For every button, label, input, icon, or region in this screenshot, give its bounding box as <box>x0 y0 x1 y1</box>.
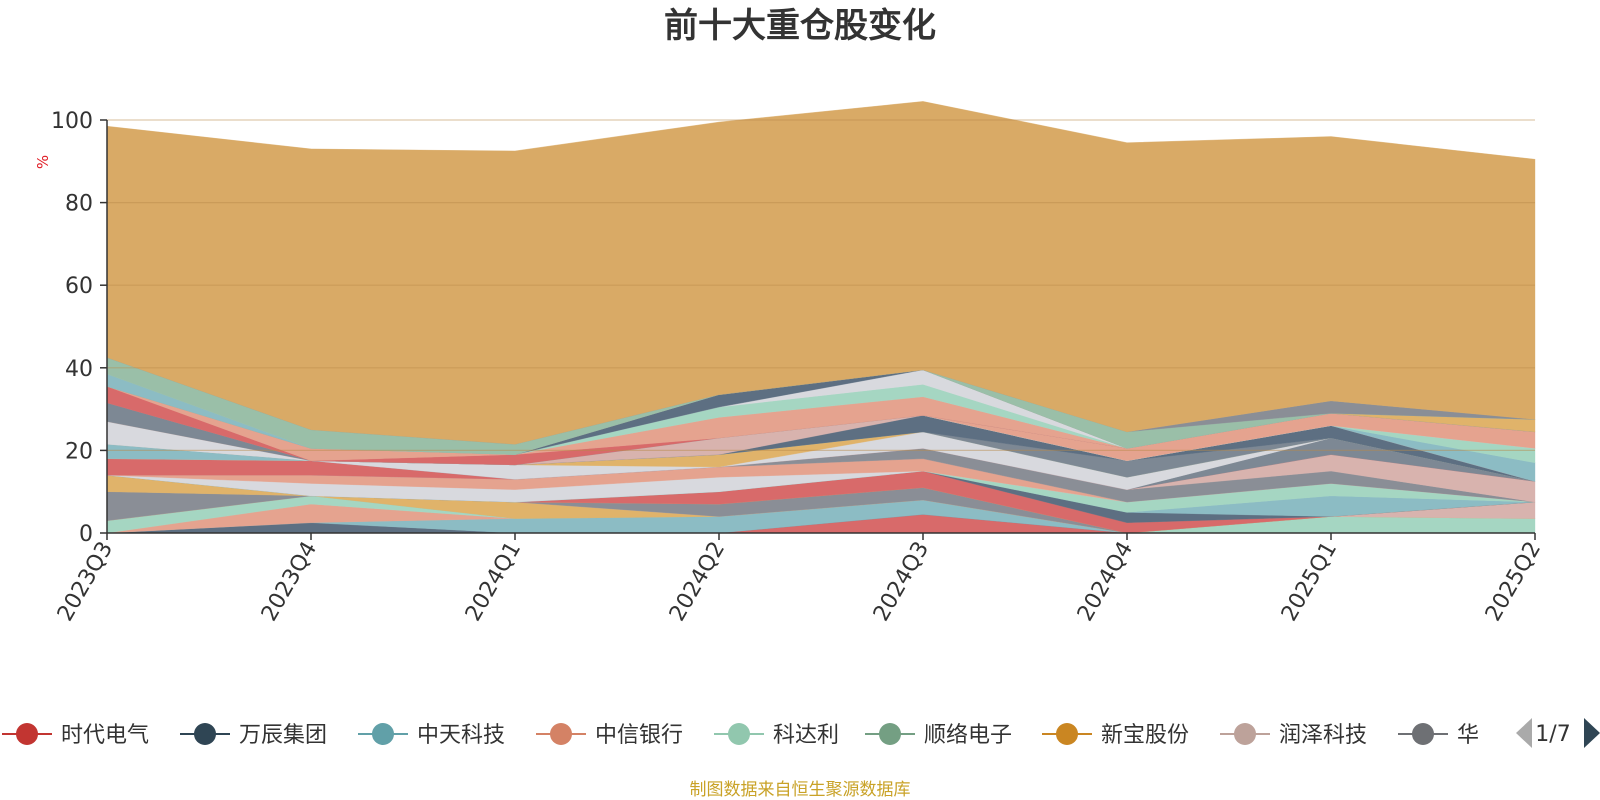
x-tick-label-4: 2024Q3 <box>869 538 934 626</box>
x-tick-label-0: 2023Q3 <box>53 538 118 626</box>
y-tick-label-80: 80 <box>65 192 93 217</box>
legend-label-0: 时代电气 <box>61 723 149 748</box>
legend-item-6[interactable]: 新宝股份 <box>1042 723 1189 748</box>
legend-marker-8 <box>1412 723 1434 745</box>
legend-item-4[interactable]: 科达利 <box>714 723 839 748</box>
legend-item-8[interactable]: 华 <box>1398 723 1479 748</box>
chart-title: 前十大重仓股变化 <box>664 6 936 46</box>
y-tick-label-0: 0 <box>79 522 93 547</box>
legend-item-0[interactable]: 时代电气 <box>2 723 149 748</box>
legend-marker-2 <box>372 723 394 745</box>
y-tick-label-20: 20 <box>65 439 93 464</box>
legend-label-5: 顺络电子 <box>924 723 1012 748</box>
grid-lines <box>107 119 1535 451</box>
legend-marker-0 <box>16 723 38 745</box>
legend-label-2: 中天科技 <box>417 723 505 748</box>
x-tick-label-6: 2025Q1 <box>1277 538 1342 626</box>
legend-prev-arrow-icon[interactable] <box>1516 718 1532 748</box>
x-tick-label-2: 2024Q1 <box>461 538 526 626</box>
legend-page-indicator: 1/7 <box>1535 722 1570 747</box>
y-tick-label-40: 40 <box>65 357 93 382</box>
legend-item-7[interactable]: 润泽科技 <box>1220 723 1367 748</box>
legend-marker-5 <box>879 723 901 745</box>
legend-label-8: 华 <box>1457 723 1479 748</box>
legend-marker-7 <box>1234 723 1256 745</box>
y-tick-label-100: 100 <box>51 109 93 134</box>
legend-label-6: 新宝股份 <box>1101 723 1189 748</box>
area-series-40[interactable] <box>106 101 1536 445</box>
legend-label-4: 科达利 <box>773 723 839 748</box>
legend-label-1: 万辰集团 <box>239 723 327 748</box>
x-tick-label-1: 2023Q4 <box>257 538 322 626</box>
legend-item-1[interactable]: 万辰集团 <box>180 723 327 748</box>
legend-marker-4 <box>728 723 750 745</box>
x-tick-label-5: 2024Q4 <box>1073 538 1138 626</box>
y-tick-label-60: 60 <box>65 274 93 299</box>
area-series-group <box>106 101 1536 534</box>
y-axis-unit: % <box>34 155 52 169</box>
legend-pager: 1/7 <box>1516 718 1600 748</box>
legend-label-3: 中信银行 <box>595 723 683 748</box>
legend-label-7: 润泽科技 <box>1279 723 1367 748</box>
legend-marker-6 <box>1056 723 1078 745</box>
legend-next-arrow-icon[interactable] <box>1584 718 1600 748</box>
x-tick-label-3: 2024Q2 <box>665 538 730 626</box>
legend-item-2[interactable]: 中天科技 <box>358 723 505 748</box>
x-tick-label-7: 2025Q2 <box>1481 538 1546 626</box>
legend-item-5[interactable]: 顺络电子 <box>865 723 1012 748</box>
legend-marker-1 <box>194 723 216 745</box>
legend-marker-3 <box>550 723 572 745</box>
data-source-note: 制图数据来自恒生聚源数据库 <box>690 780 911 800</box>
legend: 时代电气 万辰集团 中天科技 中信银行 科达利 顺络电子 新宝股份 润泽科技 华 <box>2 723 1479 748</box>
legend-item-3[interactable]: 中信银行 <box>536 723 683 748</box>
